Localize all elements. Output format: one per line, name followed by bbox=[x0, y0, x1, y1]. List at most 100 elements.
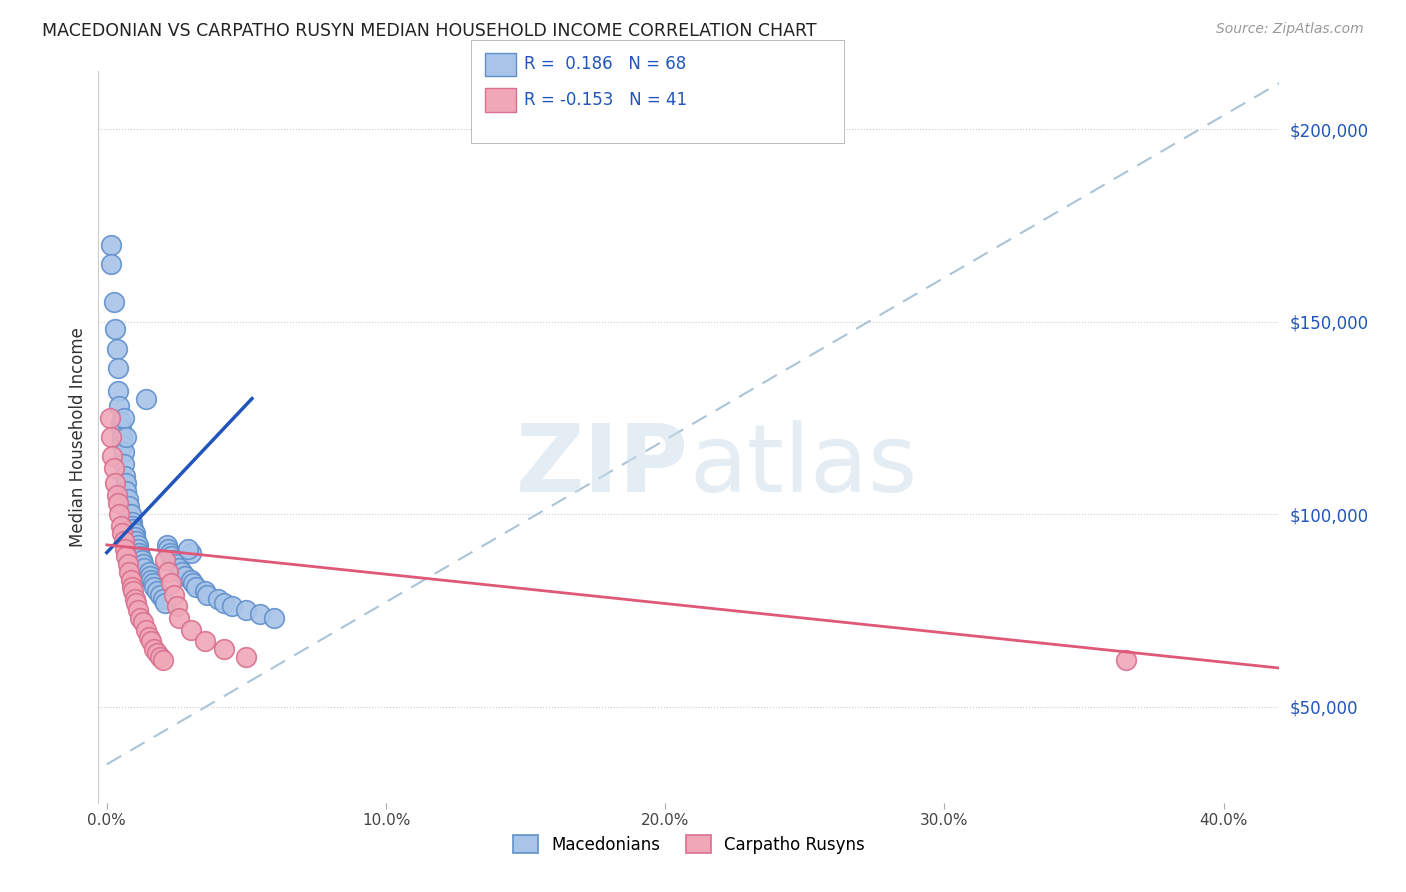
Point bbox=[115, 476, 138, 491]
Point bbox=[100, 430, 122, 444]
Point bbox=[221, 599, 243, 614]
Point bbox=[156, 538, 179, 552]
Point bbox=[149, 588, 172, 602]
Point bbox=[132, 615, 155, 629]
Point bbox=[155, 596, 177, 610]
Point bbox=[110, 415, 132, 429]
Point bbox=[141, 573, 163, 587]
Point bbox=[138, 565, 160, 579]
Point bbox=[107, 384, 129, 398]
Text: R = -0.153   N = 41: R = -0.153 N = 41 bbox=[524, 91, 688, 109]
Point bbox=[125, 534, 148, 549]
Point bbox=[120, 573, 142, 587]
Point bbox=[104, 322, 127, 336]
Point bbox=[143, 580, 166, 594]
Point bbox=[107, 360, 129, 375]
Point bbox=[124, 591, 146, 606]
Point bbox=[169, 611, 191, 625]
Point bbox=[166, 557, 188, 571]
Y-axis label: Median Household Income: Median Household Income bbox=[69, 327, 87, 547]
Point bbox=[107, 495, 129, 509]
Point bbox=[160, 576, 183, 591]
Point bbox=[169, 561, 191, 575]
Point bbox=[142, 576, 165, 591]
Point bbox=[128, 545, 150, 559]
Point bbox=[186, 580, 208, 594]
Point bbox=[98, 410, 121, 425]
Point bbox=[112, 457, 135, 471]
Point bbox=[124, 526, 146, 541]
Point bbox=[157, 565, 180, 579]
Point bbox=[118, 565, 141, 579]
Point bbox=[112, 410, 135, 425]
Text: Source: ZipAtlas.com: Source: ZipAtlas.com bbox=[1216, 22, 1364, 37]
Point bbox=[180, 623, 202, 637]
Point bbox=[146, 646, 169, 660]
Point bbox=[152, 591, 174, 606]
Point bbox=[100, 237, 122, 252]
Point bbox=[112, 445, 135, 459]
Point bbox=[212, 596, 235, 610]
Point bbox=[146, 584, 169, 599]
Point bbox=[177, 541, 200, 556]
Point bbox=[193, 634, 215, 648]
Point bbox=[121, 580, 143, 594]
Point bbox=[121, 515, 143, 529]
Point bbox=[138, 630, 160, 644]
Point bbox=[132, 557, 155, 571]
Text: atlas: atlas bbox=[689, 420, 917, 512]
Point bbox=[114, 468, 136, 483]
Text: ZIP: ZIP bbox=[516, 420, 689, 512]
Point bbox=[157, 541, 180, 556]
Point bbox=[159, 545, 181, 559]
Point bbox=[101, 450, 124, 464]
Point bbox=[111, 430, 134, 444]
Point bbox=[125, 596, 148, 610]
Point bbox=[195, 588, 218, 602]
Point bbox=[105, 342, 128, 356]
Legend: Macedonians, Carpatho Rusyns: Macedonians, Carpatho Rusyns bbox=[506, 829, 872, 860]
Point bbox=[249, 607, 271, 622]
Point bbox=[115, 483, 138, 498]
Point bbox=[111, 438, 134, 452]
Point bbox=[117, 557, 139, 571]
Point bbox=[180, 573, 202, 587]
Point bbox=[120, 507, 142, 521]
Point bbox=[100, 257, 122, 271]
Point bbox=[139, 568, 162, 582]
Point bbox=[127, 603, 149, 617]
Point bbox=[180, 545, 202, 559]
Text: MACEDONIAN VS CARPATHO RUSYN MEDIAN HOUSEHOLD INCOME CORRELATION CHART: MACEDONIAN VS CARPATHO RUSYN MEDIAN HOUS… bbox=[42, 22, 817, 40]
Point bbox=[172, 565, 194, 579]
Text: R =  0.186   N = 68: R = 0.186 N = 68 bbox=[524, 55, 686, 73]
Point bbox=[235, 649, 257, 664]
Point bbox=[118, 507, 141, 521]
Point bbox=[112, 534, 135, 549]
Point bbox=[143, 641, 166, 656]
Point bbox=[193, 584, 215, 599]
Point bbox=[141, 634, 163, 648]
Point bbox=[183, 576, 205, 591]
Point bbox=[129, 549, 152, 564]
Point bbox=[110, 422, 132, 436]
Point bbox=[155, 553, 177, 567]
Point bbox=[135, 623, 157, 637]
Point bbox=[103, 461, 125, 475]
Point bbox=[127, 538, 149, 552]
Point bbox=[122, 523, 145, 537]
Point bbox=[121, 518, 143, 533]
Point bbox=[108, 399, 131, 413]
Point bbox=[235, 603, 257, 617]
Point bbox=[152, 653, 174, 667]
Point bbox=[129, 611, 152, 625]
Point bbox=[111, 526, 134, 541]
Point bbox=[135, 392, 157, 406]
Point bbox=[174, 568, 197, 582]
Point bbox=[117, 491, 139, 506]
Point bbox=[108, 507, 131, 521]
Point bbox=[166, 599, 188, 614]
Point bbox=[134, 561, 156, 575]
Point bbox=[160, 549, 183, 564]
Point bbox=[110, 518, 132, 533]
Point bbox=[127, 541, 149, 556]
